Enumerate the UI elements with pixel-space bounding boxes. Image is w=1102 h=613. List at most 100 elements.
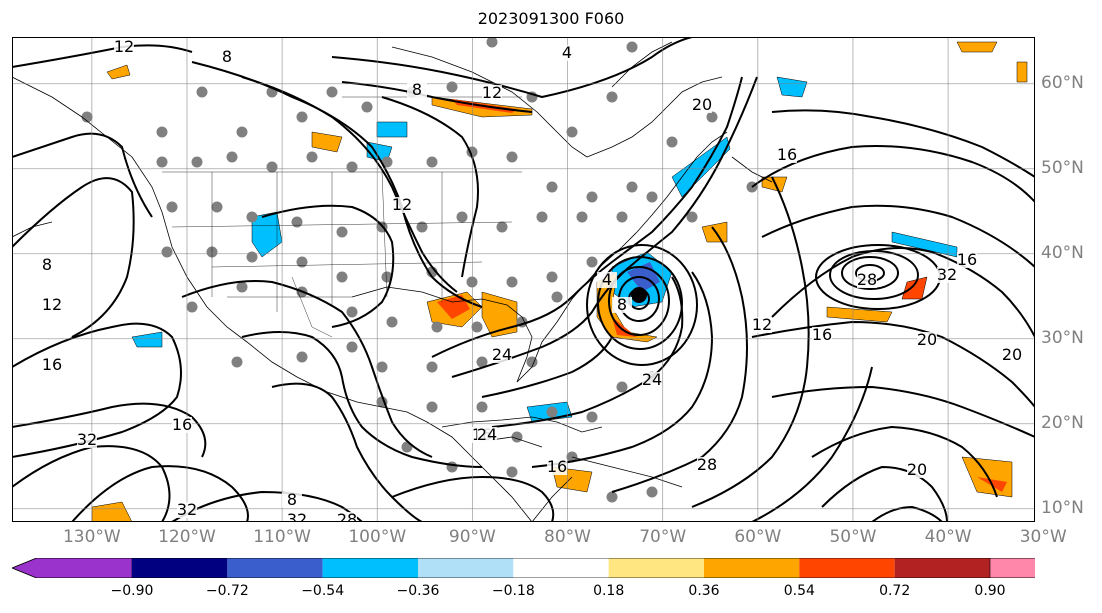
contour-label: 24 [642, 370, 662, 389]
station-dot [291, 216, 303, 228]
contour-label-bg [282, 492, 302, 508]
contour-label: 32 [77, 430, 97, 449]
station-dot [236, 126, 248, 138]
contour-label-bg [547, 459, 567, 475]
contour-label: 20 [907, 460, 927, 479]
station-dot [446, 81, 458, 93]
contour-label-bg [407, 82, 427, 98]
contour-label: 20 [692, 95, 712, 114]
red-area [612, 317, 637, 337]
contour-label-bg [692, 97, 712, 113]
latitude-label: 10°N [1041, 497, 1084, 518]
colorbar-segment [894, 558, 990, 578]
station-dot [326, 86, 338, 98]
colorbar-segment [608, 558, 704, 578]
contour-label: 28 [857, 270, 877, 289]
contour-label: 12 [482, 83, 502, 102]
station-dot [616, 211, 628, 223]
contour-label: 16 [812, 325, 832, 344]
contour-label: 4 [602, 270, 612, 289]
station-dot [546, 271, 558, 283]
weather-map: 1284812201612812161632162432322884812162… [12, 37, 1035, 522]
orange-area [956, 41, 998, 53]
station-dot [646, 191, 658, 203]
station-dot [616, 381, 628, 393]
station-dot [416, 221, 428, 233]
contour-label-bg [42, 357, 62, 373]
station-dot [706, 111, 718, 123]
contour-label-bg [907, 462, 927, 478]
station-dot [166, 201, 178, 213]
station-dot [306, 151, 318, 163]
contour-label-bg [77, 432, 97, 448]
hurricane-center-marker [631, 287, 647, 303]
contour-label-bg [172, 417, 192, 433]
contour-label-bg [777, 147, 797, 163]
contour-label: 32 [287, 510, 307, 522]
contour-label: 12 [42, 295, 62, 314]
contour-label-bg [557, 45, 577, 61]
contour-label-bg [477, 427, 497, 443]
station-dot [161, 246, 173, 258]
station-dot [606, 91, 618, 103]
longitude-label: 60°W [734, 527, 782, 547]
station-dot [506, 276, 518, 288]
colorbar-tick-label: −0.72 [205, 583, 249, 599]
contour-label: 16 [42, 355, 62, 374]
contour-label-bg [1002, 347, 1022, 363]
station-dot [496, 221, 508, 233]
contour-label: 24 [492, 345, 512, 364]
station-dot [476, 401, 488, 413]
contour-label: 8 [617, 295, 627, 314]
contour-label: 8 [42, 255, 52, 274]
colorbar [12, 558, 1035, 578]
colorbar-segment [704, 558, 800, 578]
station-dot [236, 281, 248, 293]
colorbar-segment [322, 558, 418, 578]
colorbar-tick-label: 0.72 [879, 583, 911, 599]
contour-label-bg [612, 297, 632, 313]
longitude-label: 40°W [924, 527, 972, 547]
station-dot [211, 201, 223, 213]
station-dot [296, 256, 308, 268]
longitude-label: 70°W [639, 527, 687, 547]
orange-area [481, 291, 518, 338]
contour-label-bg [752, 317, 772, 333]
orange-area [826, 306, 893, 323]
contour-label: 16 [957, 250, 977, 269]
station-dot [156, 126, 168, 138]
station-dot [376, 361, 388, 373]
latitude-label: 60°N [1041, 72, 1084, 93]
station-dot [666, 136, 678, 148]
contour-label: 4 [562, 43, 572, 62]
latitude-label: 20°N [1041, 412, 1084, 433]
contour-label: 12 [752, 315, 772, 334]
orange-area [701, 221, 728, 243]
longitude-label: 50°W [829, 527, 877, 547]
blue-area [776, 76, 808, 98]
colorbar-tick-label: −0.90 [110, 583, 154, 599]
station-dot [156, 156, 168, 168]
station-dot [266, 161, 278, 173]
station-dot [626, 181, 638, 193]
station-dot [506, 151, 518, 163]
station-dot [246, 251, 258, 263]
station-dot [226, 151, 238, 163]
blue-area [251, 211, 283, 258]
contour-label-bg [217, 49, 237, 65]
station-dot [231, 356, 243, 368]
contour-label-bg [177, 502, 197, 518]
colorbar-segment [227, 558, 323, 578]
colorbar-tick-label: 0.54 [783, 583, 815, 599]
station-dot [586, 411, 598, 423]
contour-label-bg [114, 39, 134, 55]
colorbar-segment [132, 558, 228, 578]
blue-area [671, 136, 731, 198]
station-dot [386, 316, 398, 328]
contour-label: 16 [172, 415, 192, 434]
contour-labels: 1284812201612812161632162432322884812162… [37, 37, 1022, 522]
station-dot [606, 491, 618, 503]
contour-label: 28 [697, 455, 717, 474]
contour-lines [12, 37, 1035, 522]
contour-label: 8 [412, 80, 422, 99]
